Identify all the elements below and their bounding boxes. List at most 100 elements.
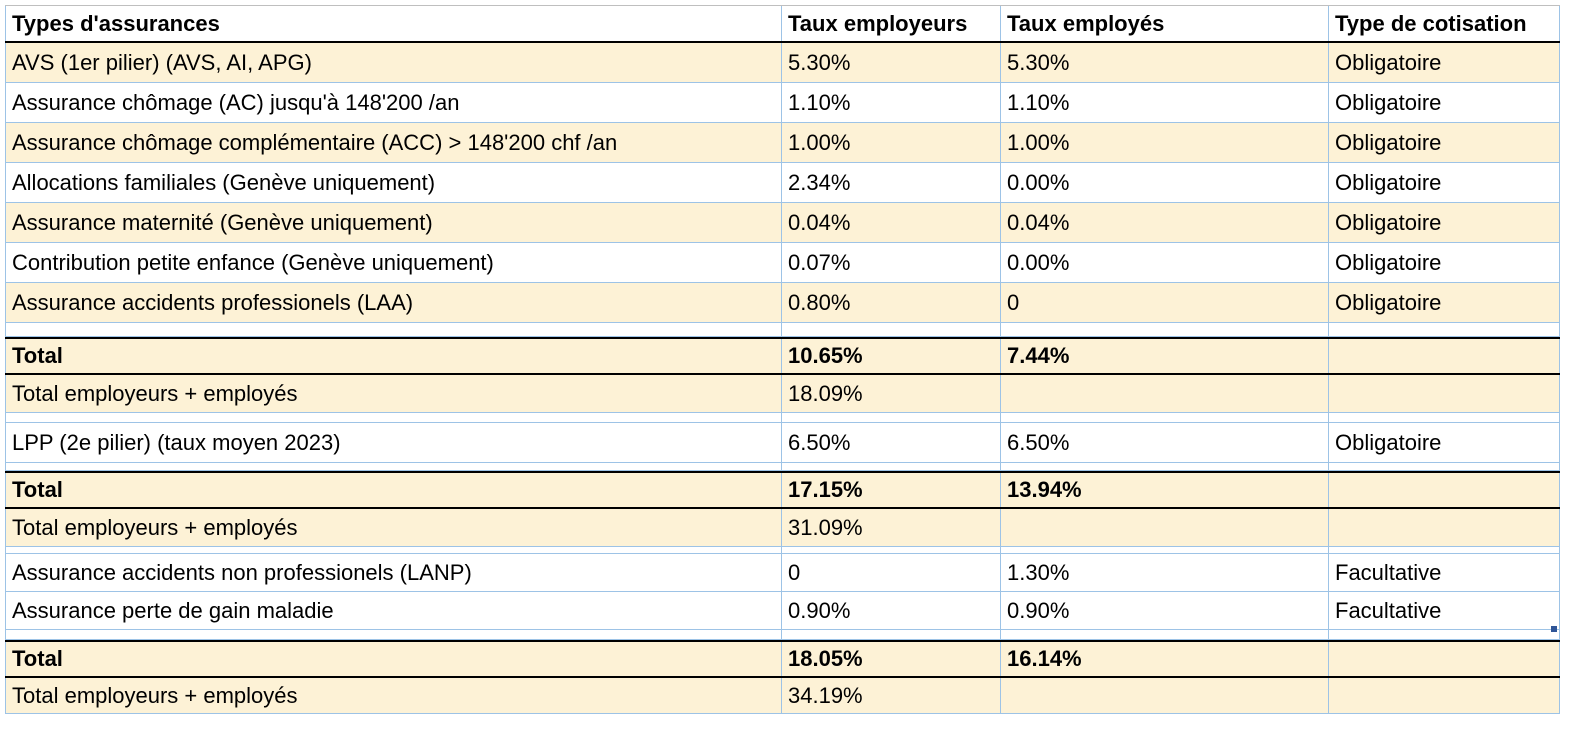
- empty-cell[interactable]: [1328, 413, 1560, 422]
- empty-cell[interactable]: [5, 463, 781, 470]
- empty-cell[interactable]: [1000, 463, 1328, 470]
- sum-value[interactable]: 34.19%: [781, 678, 1000, 713]
- total-contribution[interactable]: [1328, 339, 1560, 373]
- total-employer[interactable]: 10.65%: [781, 339, 1000, 373]
- cell-employee[interactable]: 5.30%: [1000, 43, 1328, 82]
- empty-cell[interactable]: [1000, 413, 1328, 422]
- cell-employee[interactable]: 1.10%: [1000, 83, 1328, 122]
- table-resize-handle[interactable]: [1551, 626, 1557, 632]
- empty-cell[interactable]: [5, 630, 781, 639]
- cell-contribution[interactable]: Obligatoire: [1328, 243, 1560, 282]
- cell-employer[interactable]: 1.10%: [781, 83, 1000, 122]
- sum-row: Total employeurs + employés 34.19%: [5, 678, 1560, 714]
- sum-value[interactable]: 31.09%: [781, 509, 1000, 546]
- cell-employee[interactable]: 0: [1000, 283, 1328, 322]
- total-row: Total 10.65% 7.44%: [5, 337, 1560, 375]
- cell-contribution[interactable]: Obligatoire: [1328, 123, 1560, 162]
- total-employer[interactable]: 17.15%: [781, 473, 1000, 507]
- cell-contribution[interactable]: Obligatoire: [1328, 83, 1560, 122]
- table-row: Assurance perte de gain maladie 0.90% 0.…: [5, 592, 1560, 630]
- cell-employee[interactable]: 0.00%: [1000, 243, 1328, 282]
- empty-cell[interactable]: [1000, 547, 1328, 553]
- total-employer[interactable]: 18.05%: [781, 642, 1000, 676]
- cell-employee[interactable]: 1.00%: [1000, 123, 1328, 162]
- header-employer-rate[interactable]: Taux employeurs: [781, 6, 1000, 41]
- empty-cell[interactable]: [1328, 375, 1560, 412]
- table-row: LPP (2e pilier) (taux moyen 2023) 6.50% …: [5, 423, 1560, 463]
- empty-cell[interactable]: [781, 463, 1000, 470]
- sum-label[interactable]: Total employeurs + employés: [5, 375, 781, 412]
- header-types[interactable]: Types d'assurances: [5, 6, 781, 41]
- cell-contribution[interactable]: Obligatoire: [1328, 203, 1560, 242]
- cell-type[interactable]: Contribution petite enfance (Genève uniq…: [5, 243, 781, 282]
- cell-type[interactable]: AVS (1er pilier) (AVS, AI, APG): [5, 43, 781, 82]
- cell-employer[interactable]: 0.90%: [781, 592, 1000, 629]
- table-row: Allocations familiales (Genève uniquemen…: [5, 163, 1560, 203]
- empty-cell[interactable]: [781, 630, 1000, 639]
- empty-cell[interactable]: [5, 323, 781, 336]
- empty-cell[interactable]: [1000, 678, 1328, 713]
- empty-cell[interactable]: [1328, 678, 1560, 713]
- cell-employer[interactable]: 0.04%: [781, 203, 1000, 242]
- empty-cell[interactable]: [5, 413, 781, 422]
- cell-type[interactable]: Allocations familiales (Genève uniquemen…: [5, 163, 781, 202]
- empty-cell[interactable]: [781, 413, 1000, 422]
- cell-employee[interactable]: 1.30%: [1000, 554, 1328, 591]
- cell-employer[interactable]: 0.80%: [781, 283, 1000, 322]
- cell-employer[interactable]: 0: [781, 554, 1000, 591]
- sum-row: Total employeurs + employés 18.09%: [5, 375, 1560, 413]
- cell-type[interactable]: Assurance perte de gain maladie: [5, 592, 781, 629]
- cell-type[interactable]: Assurance accidents non professionels (L…: [5, 554, 781, 591]
- empty-cell[interactable]: [1000, 509, 1328, 546]
- total-contribution[interactable]: [1328, 642, 1560, 676]
- cell-contribution[interactable]: Facultative: [1328, 554, 1560, 591]
- cell-type[interactable]: Assurance accidents professionels (LAA): [5, 283, 781, 322]
- cell-employee[interactable]: 0.04%: [1000, 203, 1328, 242]
- cell-employer[interactable]: 6.50%: [781, 423, 1000, 462]
- cell-employee[interactable]: 0.90%: [1000, 592, 1328, 629]
- cell-type[interactable]: Assurance maternité (Genève uniquement): [5, 203, 781, 242]
- table-row: Assurance maternité (Genève uniquement) …: [5, 203, 1560, 243]
- cell-contribution[interactable]: Obligatoire: [1328, 283, 1560, 322]
- cell-type[interactable]: Assurance chômage complémentaire (ACC) >…: [5, 123, 781, 162]
- sum-label[interactable]: Total employeurs + employés: [5, 678, 781, 713]
- total-employee[interactable]: 16.14%: [1000, 642, 1328, 676]
- sum-value[interactable]: 18.09%: [781, 375, 1000, 412]
- total-employee[interactable]: 13.94%: [1000, 473, 1328, 507]
- empty-cell[interactable]: [1328, 463, 1560, 470]
- empty-cell[interactable]: [1328, 547, 1560, 553]
- cell-contribution[interactable]: Facultative: [1328, 592, 1560, 629]
- cell-employer[interactable]: 2.34%: [781, 163, 1000, 202]
- spacer-row: [5, 413, 1560, 423]
- cell-employer[interactable]: 1.00%: [781, 123, 1000, 162]
- empty-cell[interactable]: [5, 547, 781, 553]
- empty-cell[interactable]: [1000, 375, 1328, 412]
- cell-type[interactable]: LPP (2e pilier) (taux moyen 2023): [5, 423, 781, 462]
- cell-employer[interactable]: 5.30%: [781, 43, 1000, 82]
- total-label[interactable]: Total: [5, 642, 781, 676]
- cell-type[interactable]: Assurance chômage (AC) jusqu'à 148'200 /…: [5, 83, 781, 122]
- empty-cell[interactable]: [1000, 323, 1328, 336]
- empty-cell[interactable]: [1328, 323, 1560, 336]
- empty-cell[interactable]: [1000, 630, 1328, 639]
- empty-cell[interactable]: [781, 547, 1000, 553]
- header-row: Types d'assurances Taux employeurs Taux …: [5, 5, 1560, 43]
- sum-label[interactable]: Total employeurs + employés: [5, 509, 781, 546]
- total-employee[interactable]: 7.44%: [1000, 339, 1328, 373]
- empty-cell[interactable]: [781, 323, 1000, 336]
- empty-cell[interactable]: [1328, 630, 1560, 639]
- header-employee-rate[interactable]: Taux employés: [1000, 6, 1328, 41]
- total-label[interactable]: Total: [5, 339, 781, 373]
- cell-employee[interactable]: 6.50%: [1000, 423, 1328, 462]
- total-label[interactable]: Total: [5, 473, 781, 507]
- cell-contribution[interactable]: Obligatoire: [1328, 163, 1560, 202]
- header-contribution-type[interactable]: Type de cotisation: [1328, 6, 1560, 41]
- total-contribution[interactable]: [1328, 473, 1560, 507]
- cell-employee[interactable]: 0.00%: [1000, 163, 1328, 202]
- empty-cell[interactable]: [1328, 509, 1560, 546]
- cell-employer[interactable]: 0.07%: [781, 243, 1000, 282]
- cell-contribution[interactable]: Obligatoire: [1328, 423, 1560, 462]
- cell-contribution[interactable]: Obligatoire: [1328, 43, 1560, 82]
- table-row: Assurance accidents professionels (LAA) …: [5, 283, 1560, 323]
- table-row: Assurance chômage complémentaire (ACC) >…: [5, 123, 1560, 163]
